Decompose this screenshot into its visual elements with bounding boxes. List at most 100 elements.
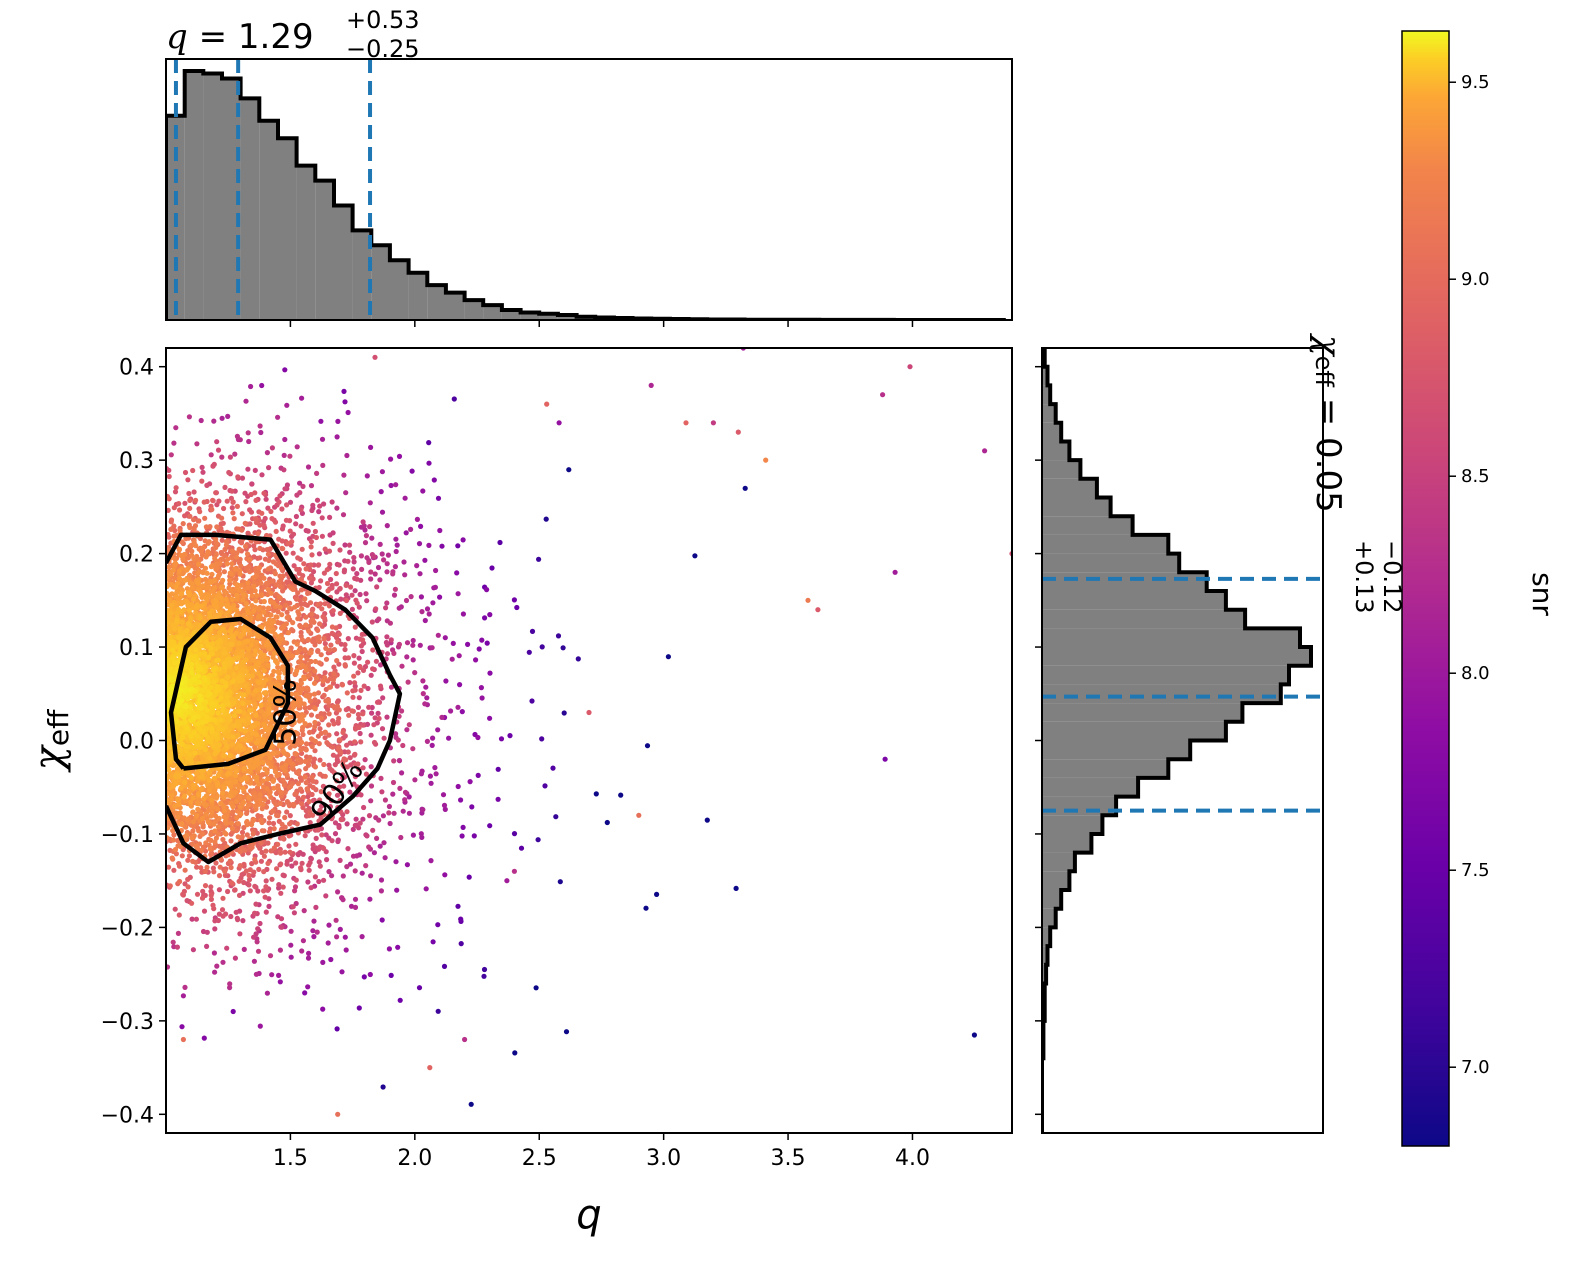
- scatter-point: [186, 490, 192, 497]
- scatter-point: [205, 549, 211, 555]
- scatter-point: [257, 649, 263, 656]
- scatter-point: [358, 739, 364, 745]
- scatter-point: [320, 462, 326, 468]
- scatter-point: [255, 813, 261, 819]
- scatter-point: [317, 797, 323, 803]
- scatter-point: [320, 959, 326, 966]
- scatter-point: [173, 485, 179, 491]
- scatter-point: [223, 542, 229, 548]
- scatter-point: [309, 507, 315, 514]
- scatter-point: [375, 710, 381, 717]
- scatter-point: [269, 516, 275, 522]
- scatter-point: [338, 790, 344, 796]
- scatter-point: [323, 656, 330, 662]
- scatter-point: [555, 633, 562, 639]
- scatter-point: [248, 491, 254, 498]
- scatter-point: [350, 694, 356, 700]
- scatter-point: [204, 929, 210, 935]
- scatter-point: [391, 758, 397, 764]
- scatter-point: [193, 543, 199, 549]
- scatter-point: [414, 563, 420, 569]
- scatter-point: [352, 751, 358, 757]
- scatter-point: [315, 627, 321, 634]
- scatter-point: [318, 578, 324, 584]
- scatter-point: [169, 855, 175, 861]
- top-title-median: 1.29: [238, 17, 314, 57]
- scatter-point: [179, 853, 185, 859]
- scatter-point: [279, 526, 286, 532]
- scatter-point: [383, 605, 389, 611]
- scatter-point: [315, 690, 322, 696]
- scatter-point: [223, 820, 229, 826]
- scatter-point: [295, 757, 301, 763]
- scatter-point: [249, 593, 255, 599]
- scatter-point: [230, 499, 236, 505]
- scatter-point: [247, 763, 253, 769]
- scatter-point: [487, 715, 493, 721]
- scatter-point: [232, 451, 238, 457]
- scatter-point: [234, 815, 240, 821]
- scatter-point: [312, 719, 318, 726]
- scatter-point: [198, 591, 204, 597]
- scatter-point: [384, 561, 390, 567]
- scatter-point: [344, 452, 350, 459]
- scatter-point: [529, 698, 535, 704]
- scatter-point: [332, 762, 338, 768]
- scatter-point: [422, 617, 428, 624]
- scatter-point: [396, 641, 402, 648]
- scatter-point: [228, 793, 234, 799]
- scatter-point: [526, 649, 532, 655]
- scatter-point: [305, 636, 311, 643]
- scatter-point: [245, 584, 251, 591]
- scatter-point: [166, 473, 172, 480]
- scatter-point: [352, 822, 358, 829]
- scatter-point: [258, 702, 264, 709]
- scatter-point: [265, 628, 272, 634]
- scatter-point: [314, 929, 320, 935]
- scatter-point: [201, 1035, 207, 1041]
- scatter-point: [361, 974, 367, 980]
- scatter-point: [171, 867, 177, 873]
- scatter-point: [232, 773, 239, 779]
- scatter-point: [368, 569, 374, 575]
- scatter-point: [166, 467, 172, 473]
- scatter-point: [423, 886, 429, 892]
- scatter-point: [310, 638, 316, 645]
- scatter-point: [364, 473, 370, 479]
- scatter-point: [294, 821, 300, 827]
- scatter-point: [317, 503, 323, 509]
- scatter-point: [219, 585, 225, 591]
- scatter-point: [334, 934, 340, 940]
- scatter-point: [306, 867, 312, 873]
- scatter-point: [352, 588, 358, 594]
- scatter-point: [210, 902, 216, 908]
- top-hist-bar: [184, 71, 204, 320]
- scatter-point: [393, 536, 399, 542]
- scatter-point: [225, 413, 231, 419]
- scatter-point: [326, 603, 332, 609]
- scatter-point: [196, 792, 202, 798]
- scatter-point: [361, 523, 367, 529]
- scatter-point: [414, 516, 420, 523]
- scatter-point: [266, 465, 272, 471]
- scatter-point: [327, 766, 333, 772]
- scatter-point: [458, 797, 464, 803]
- scatter-point: [419, 609, 425, 615]
- scatter-point: [312, 764, 318, 770]
- scatter-point: [338, 817, 344, 823]
- scatter-point: [344, 690, 350, 696]
- scatter-point: [241, 799, 247, 806]
- scatter-point: [290, 653, 296, 659]
- scatter-point: [394, 542, 400, 548]
- scatter-point: [275, 669, 281, 675]
- scatter-point: [233, 909, 239, 915]
- scatter-point: [971, 1032, 978, 1038]
- scatter-point: [248, 642, 254, 648]
- scatter-point: [190, 819, 196, 825]
- scatter-point: [261, 490, 267, 496]
- scatter-point: [418, 594, 424, 600]
- scatter-point: [511, 868, 517, 874]
- scatter-point: [242, 737, 248, 743]
- scatter-point: [390, 791, 396, 797]
- scatter-point: [301, 908, 307, 914]
